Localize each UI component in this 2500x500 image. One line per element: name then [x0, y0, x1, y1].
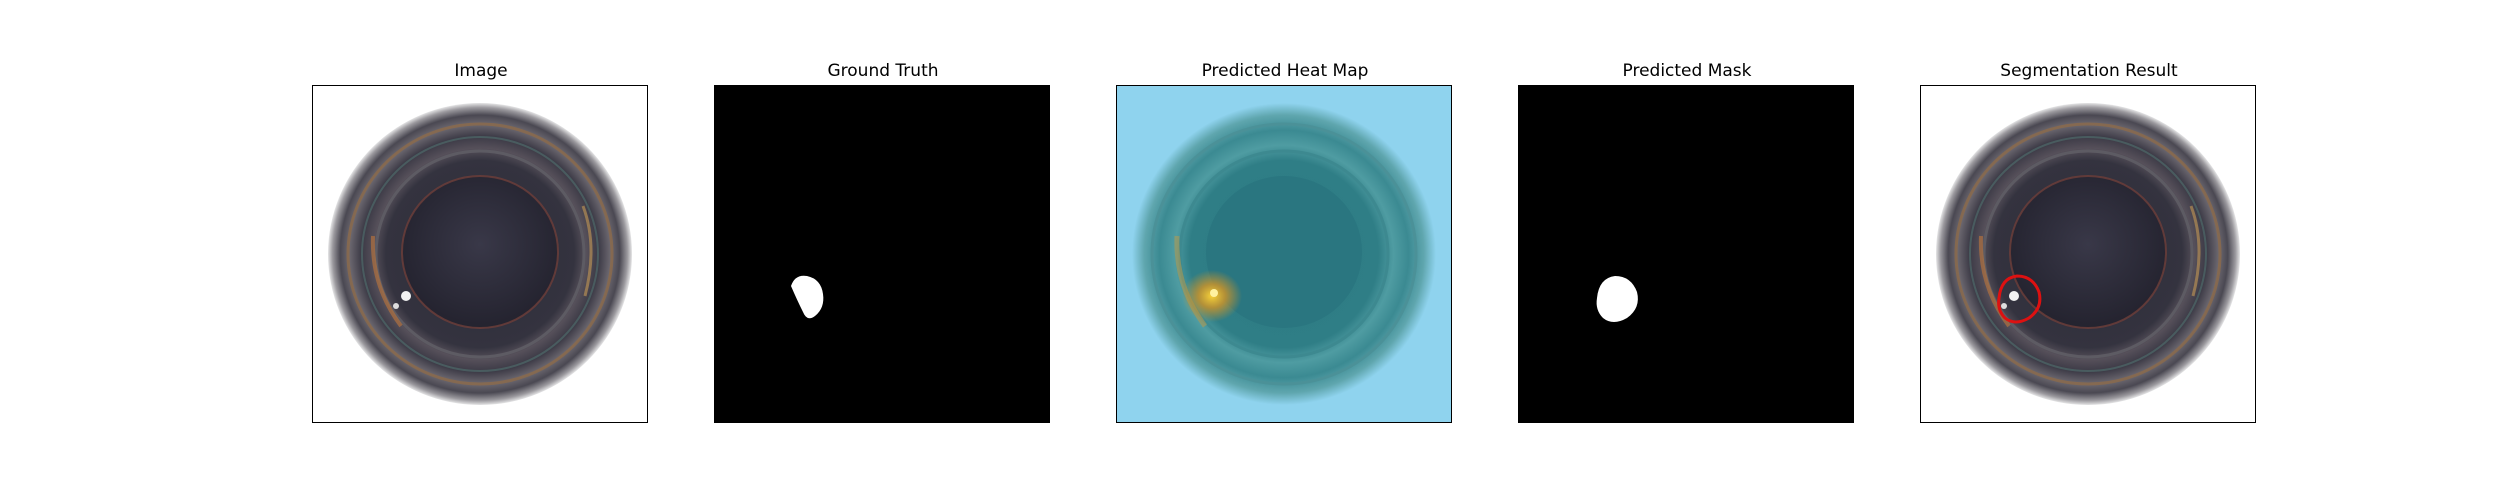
- ground-truth-mask: [715, 86, 1049, 422]
- ground-truth-frame: [714, 85, 1050, 423]
- panel-title: Predicted Mask: [1622, 61, 1752, 81]
- bottle-bottom-image: [313, 86, 647, 422]
- panel-image: Image: [312, 58, 650, 423]
- panel-heat-map: Predicted Heat Map: [1116, 58, 1454, 423]
- segmentation-frame: [1920, 85, 2256, 423]
- predicted-heat-map: [1117, 86, 1451, 422]
- heat-map-frame: [1116, 85, 1452, 423]
- panel-title: Ground Truth: [827, 61, 939, 81]
- segmentation-contour: [1997, 274, 2042, 324]
- panel-title: Image: [454, 61, 508, 81]
- panel-segmentation-result: Segmentation Result: [1920, 58, 2258, 423]
- segmentation-result-image: [1921, 86, 2255, 422]
- panel-ground-truth: Ground Truth: [714, 58, 1052, 423]
- image-frame: [312, 85, 648, 423]
- panel-predicted-mask: Predicted Mask: [1518, 58, 1856, 423]
- predicted-mask-frame: [1518, 85, 1854, 423]
- panel-title: Segmentation Result: [2000, 61, 2178, 81]
- predicted-mask: [1519, 86, 1853, 422]
- panel-title: Predicted Heat Map: [1201, 61, 1369, 81]
